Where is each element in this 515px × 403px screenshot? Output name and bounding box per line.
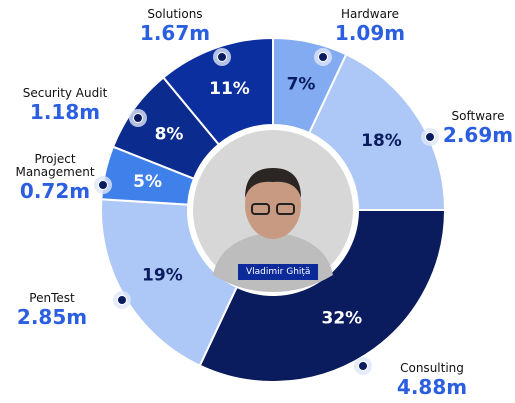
amount-label: 2.69m [418,124,515,146]
photo-caption: Vladimir Ghiță [238,264,318,280]
category-name: Security Audit [5,87,125,100]
amount-label: 1.67m [115,22,235,44]
percent-label: 5% [133,172,162,192]
category-name: Project Management [0,153,115,179]
label-dot [218,53,227,62]
amount-label: 1.18m [5,101,125,123]
amount-label: 1.09m [310,22,430,44]
category-name: Software [418,110,515,123]
category-name: Consulting [372,362,492,375]
percent-label: 7% [287,75,316,95]
category-name: PenTest [0,292,112,305]
percent-label: 8% [155,124,184,144]
percent-label: 32% [322,308,363,328]
percent-label: 19% [142,265,183,285]
label-dot [319,53,328,62]
label-dot [118,296,127,305]
percent-label: 18% [361,131,402,151]
label-dot [359,362,368,371]
category-name: Solutions [115,8,235,21]
amount-label: 0.72m [0,180,115,202]
percent-label: 11% [209,79,250,99]
page: {"chart_data": {"type": "donut", "catego… [0,0,515,403]
amount-label: 2.85m [0,306,112,328]
category-name: Hardware [310,8,430,21]
label-dot [134,114,143,123]
amount-label: 4.88m [372,376,492,398]
